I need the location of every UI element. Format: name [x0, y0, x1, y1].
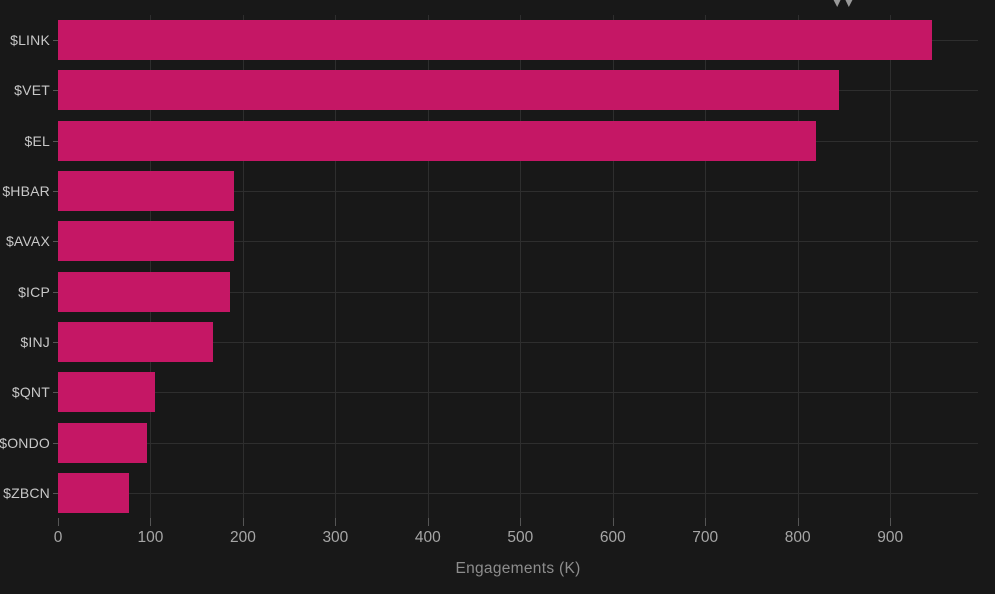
x-axis-tick	[58, 518, 59, 526]
y-axis-tick	[53, 90, 58, 92]
category-label: $QNT	[11, 384, 50, 401]
x-gridline	[427, 15, 429, 518]
category-label: $AVAX	[5, 233, 50, 250]
category-label: $HBAR	[2, 183, 50, 200]
y-axis-tick	[53, 492, 58, 494]
y-axis-tick	[53, 442, 58, 444]
x-tick-label: 400	[414, 529, 441, 546]
bar-icp[interactable]	[58, 271, 230, 312]
y-gridline	[58, 392, 978, 394]
x-gridline	[150, 15, 152, 518]
y-gridline	[58, 442, 978, 444]
x-axis-tick	[520, 518, 522, 526]
x-gridline	[890, 15, 892, 518]
bar-vet[interactable]	[58, 70, 840, 111]
x-axis-title: Engagements (K)	[455, 560, 581, 577]
y-axis-tick	[53, 291, 58, 293]
category-label: $LINK	[10, 32, 50, 49]
x-axis-tick	[890, 518, 892, 526]
y-axis-tick	[53, 241, 58, 243]
y-gridline	[58, 241, 978, 243]
x-tick-label: 100	[137, 529, 164, 546]
x-tick-label: 800	[784, 529, 811, 546]
category-label: $ONDO	[0, 434, 50, 451]
category-label: $VET	[14, 82, 50, 99]
x-gridline	[335, 15, 337, 518]
x-tick-label: 200	[229, 529, 256, 546]
x-gridline	[705, 15, 707, 518]
collapse-arrows-icon[interactable]	[830, 0, 856, 8]
y-axis-tick	[53, 392, 58, 394]
y-gridline	[58, 191, 978, 193]
x-axis-tick	[335, 518, 337, 526]
bar-avax[interactable]	[58, 221, 234, 262]
x-gridline	[797, 15, 799, 518]
x-gridline	[612, 15, 614, 518]
bar-link[interactable]	[58, 20, 932, 61]
x-gridline	[520, 15, 522, 518]
category-label: $INJ	[20, 333, 50, 350]
category-label: $EL	[24, 132, 50, 149]
y-axis-tick	[53, 341, 58, 343]
x-gridline	[242, 15, 244, 518]
x-axis-tick	[427, 518, 429, 526]
y-axis-tick	[53, 140, 58, 142]
x-axis-tick	[797, 518, 799, 526]
category-label: $ZBCN	[3, 484, 50, 501]
x-axis-tick	[612, 518, 614, 526]
x-axis-tick	[242, 518, 244, 526]
y-axis-tick	[53, 40, 58, 42]
bar-ondo[interactable]	[58, 422, 147, 463]
y-gridline	[58, 291, 978, 293]
bar-el[interactable]	[58, 120, 817, 161]
y-axis-tick	[53, 191, 58, 193]
category-label: $ICP	[18, 283, 50, 300]
bar-inj[interactable]	[58, 321, 214, 362]
x-axis-tick	[150, 518, 152, 526]
x-tick-label: 500	[507, 529, 534, 546]
bar-qnt[interactable]	[58, 372, 156, 413]
bar-zbcn[interactable]	[58, 472, 130, 513]
y-gridline	[58, 492, 978, 494]
x-tick-label: 600	[599, 529, 626, 546]
x-axis-tick	[705, 518, 707, 526]
x-tick-label: 0	[53, 529, 63, 546]
x-tick-label: 700	[692, 529, 719, 546]
x-tick-label: 300	[322, 529, 349, 546]
x-tick-label: 900	[877, 529, 904, 546]
y-gridline	[58, 341, 978, 343]
bar-hbar[interactable]	[58, 171, 234, 212]
